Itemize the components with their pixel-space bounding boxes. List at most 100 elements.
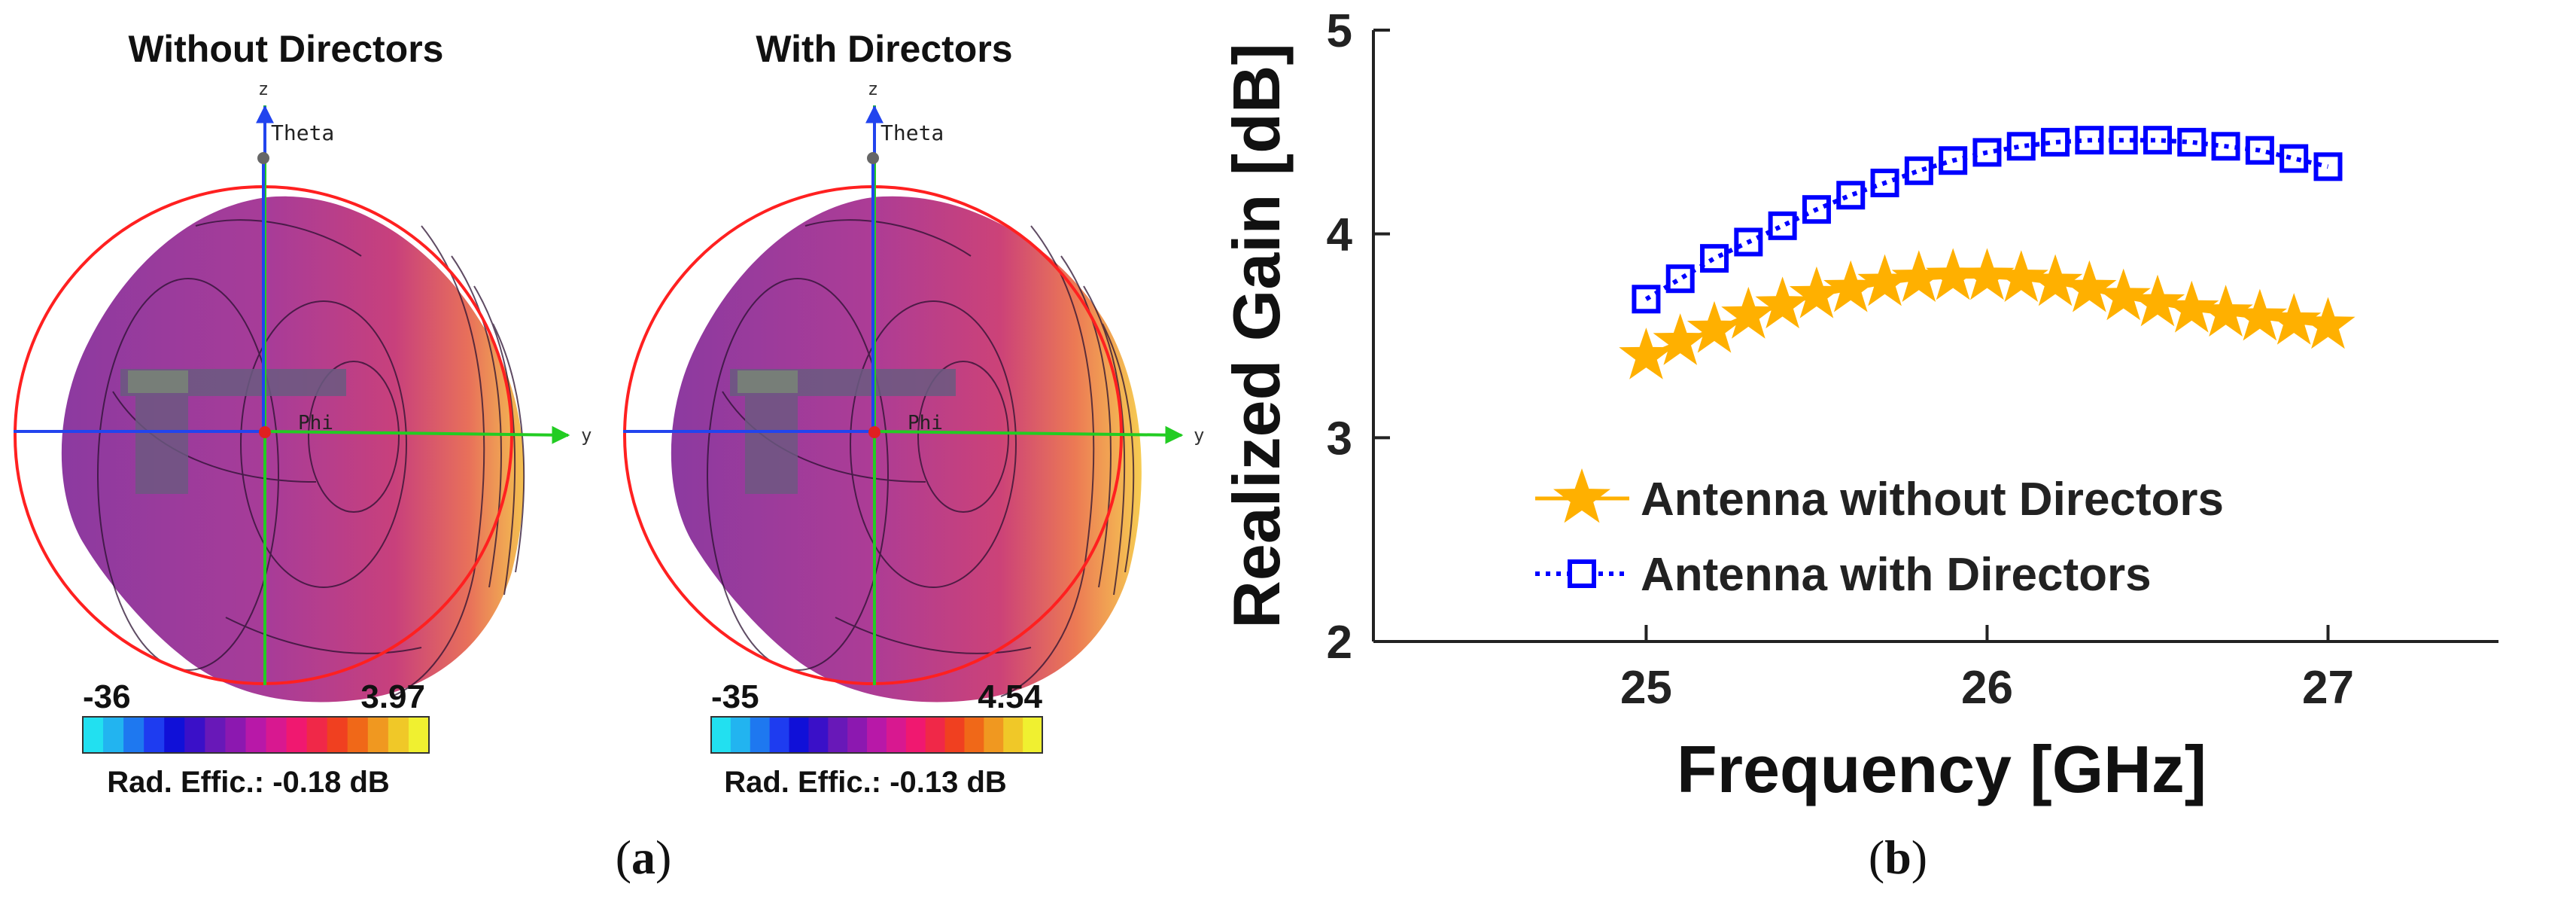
data-point-square (1768, 211, 1797, 240)
theta-label: Theta (271, 120, 334, 145)
y-ticks: 2 3 4 5 (1327, 5, 1390, 669)
data-point-star (2164, 280, 2219, 333)
data-point-star (2130, 274, 2185, 327)
x-tick-label: 27 (2302, 662, 2354, 714)
data-point-star (1960, 248, 2015, 300)
series-with-directors (1632, 126, 2343, 314)
y-axis-label: y (1194, 425, 1204, 446)
data-point-square (2245, 136, 2274, 165)
data-point-square (2041, 127, 2070, 157)
series-layer (1619, 126, 2356, 379)
colorbar-swatch (103, 717, 124, 753)
data-point-square (2313, 152, 2343, 181)
radiation-efficiency: Rad. Effic.: -0.13 dB (724, 766, 1007, 799)
x-axis-title: Frequency [GHz] (1677, 732, 2206, 806)
colorbar (710, 716, 1043, 754)
data-point-star (1857, 254, 1912, 306)
data-point-star (1891, 250, 1946, 302)
panel-label-b: (b) (1869, 830, 1927, 884)
data-point-square (1972, 138, 2002, 167)
data-point-star (1789, 266, 1845, 318)
data-point-star (1686, 300, 1742, 353)
data-point-square (1870, 169, 1899, 197)
colorbar-frame (710, 716, 1043, 754)
colorbar-swatch (789, 717, 809, 753)
legend-label: Antenna with Directors (1641, 549, 2152, 601)
colorbar-swatch (205, 717, 226, 753)
scale-max: 4.54 (978, 678, 1042, 715)
data-point-star (1721, 286, 1776, 339)
y-axis-label: y (581, 425, 592, 446)
origin-marker (868, 426, 880, 438)
radiation-efficiency: Rad. Effic.: -0.18 dB (107, 766, 390, 799)
x-ticks: 25 26 27 (1620, 625, 2354, 714)
colorbar-swatch (711, 717, 731, 753)
phi-label: Phi (908, 412, 943, 434)
colorbar-swatch (408, 717, 430, 753)
scale-min: -35 (711, 678, 759, 715)
colorbar-swatch (266, 717, 287, 753)
contour-lines (707, 219, 1135, 697)
data-point-star (1653, 313, 1708, 365)
colorbar-swatch (164, 717, 185, 753)
pattern-title: With Directors (756, 28, 1012, 70)
legend-label: Antenna without Directors (1641, 474, 2224, 526)
y-axis-arrow (264, 425, 570, 444)
series-without-directors (1619, 248, 2356, 379)
data-point-star (2301, 297, 2356, 349)
data-point-square (1904, 156, 1933, 185)
colorbar-swatch (750, 717, 771, 753)
chart-legend: Antenna without Directors Antenna with Di… (1535, 468, 2224, 601)
phi-label: Phi (298, 412, 333, 434)
colorbar-swatch (1003, 717, 1023, 753)
data-point-square (2109, 126, 2138, 155)
scale-min: -36 (83, 678, 131, 715)
z-axis-label: z (258, 78, 269, 99)
colorbar-swatch (144, 717, 165, 753)
y-tick-label: 5 (1327, 5, 1352, 57)
theta-marker (867, 152, 879, 164)
pattern-with-directors: With Directors z Theta Phi y (623, 28, 1204, 799)
colorbar-swatch (964, 717, 984, 753)
data-point-square (1734, 227, 1763, 257)
data-point-square (1939, 146, 1968, 175)
colorbar-swatch (306, 717, 328, 753)
antenna-model (730, 369, 956, 494)
data-point-star (2198, 285, 2253, 337)
data-point-star (1823, 260, 1878, 312)
data-point-star (2096, 268, 2151, 321)
colorbar-swatch (388, 717, 409, 753)
data-point-star (1926, 248, 1981, 300)
panel-label-a: (a) (616, 830, 672, 884)
data-point-square (1632, 285, 1661, 314)
data-point-star (2232, 288, 2287, 341)
colorbar-swatch (286, 717, 308, 753)
colorbar-swatch (184, 717, 205, 753)
legend-square-icon (1568, 559, 1596, 588)
data-point-square (2143, 126, 2172, 155)
data-point-star (2027, 254, 2083, 306)
y-tick-label: 3 (1327, 413, 1352, 465)
colorbar-swatch (245, 717, 267, 753)
data-point-square (1802, 195, 1831, 224)
radiation-lobe (61, 196, 525, 702)
colorbar-swatch (123, 717, 144, 753)
colorbar-swatch (808, 717, 829, 753)
pattern-without-directors: Without Directors (14, 28, 592, 799)
gain-chart: 2 3 4 5 25 26 27 Frequency [GHz] Realized Gai… (1219, 5, 2498, 806)
colorbar-swatch (1023, 717, 1043, 753)
antenna-model (120, 369, 346, 494)
y-tick-label: 4 (1327, 209, 1353, 261)
data-point-star (1755, 276, 1810, 329)
y-tick-label: 2 (1327, 617, 1352, 669)
colorbar-swatch (944, 717, 965, 753)
y-axis-arrow (874, 425, 1184, 444)
colorbar-frame (82, 716, 430, 754)
colorbar-swatch (867, 717, 887, 753)
origin-marker (259, 426, 271, 438)
data-point-square (2211, 132, 2240, 161)
data-point-square (1665, 264, 1695, 294)
data-point-square (2075, 126, 2104, 155)
legend-star-icon (1553, 468, 1610, 523)
